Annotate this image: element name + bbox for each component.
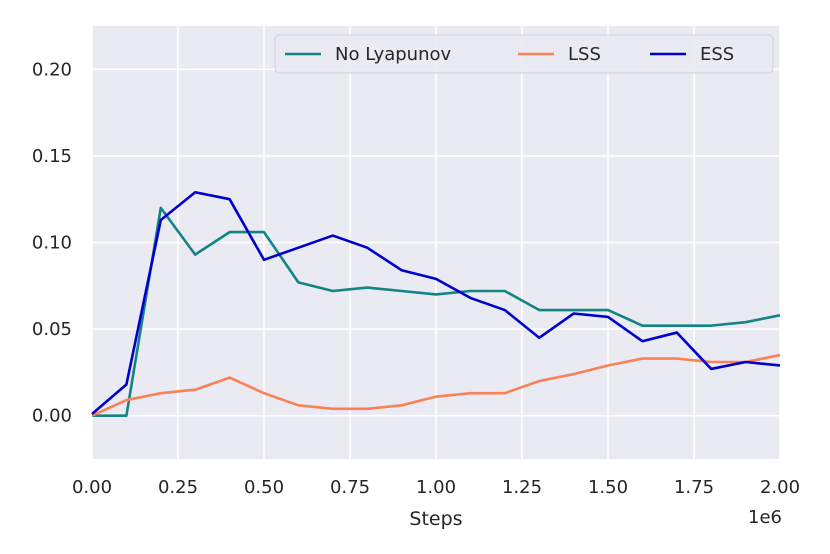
x-tick-label: 0.50 [244,477,284,498]
legend-label: No Lyapunov [335,44,452,65]
legend-label: ESS [700,44,734,65]
y-tick-label: 0.05 [32,319,72,340]
series-line-ess [91,190,781,415]
y-tick-label: 0.00 [32,406,72,427]
x-tick-label: 1.25 [502,477,542,498]
x-tick-label: 1.75 [674,477,714,498]
y-tick-label: 0.20 [32,59,72,80]
x-axis-ticks: 0.00 0.25 0.50 0.75 1.00 1.25 1.50 1.75 2.00 [72,477,800,498]
x-tick-label: 0.00 [72,477,112,498]
x-tick-label: 0.25 [158,477,198,498]
x-tick-label: 1.50 [588,477,628,498]
x-axis-label: Steps [409,508,462,530]
x-tick-label: 2.00 [760,477,800,498]
series-line-no-lyapunov [92,206,781,418]
y-axis-ticks: 0.00 0.05 0.10 0.15 0.20 [32,59,72,426]
x-axis-offset-label: 1e6 [748,507,782,528]
x-tick-label: 0.75 [330,477,370,498]
legend: No Lyapunov LSS ESS [274,34,774,74]
series-lines [91,190,781,418]
series-line-lss [91,353,781,417]
x-tick-label: 1.00 [416,477,456,498]
legend-label: LSS [568,44,601,65]
y-tick-label: 0.10 [32,233,72,254]
y-tick-label: 0.15 [32,146,72,167]
